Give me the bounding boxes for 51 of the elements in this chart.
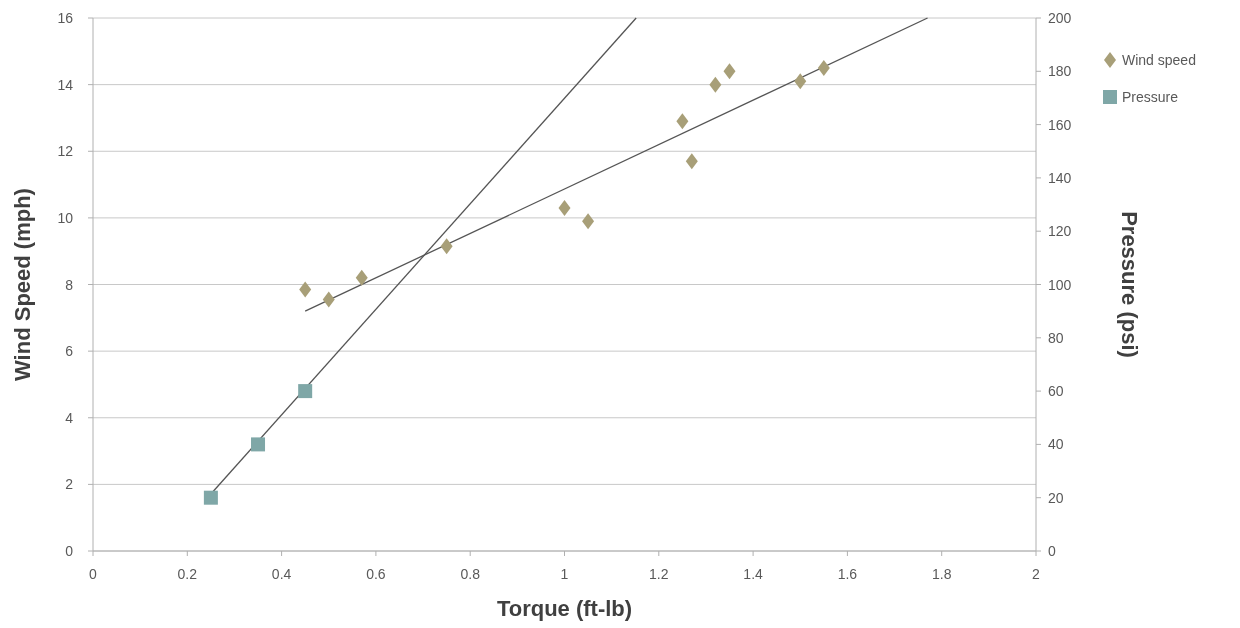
x-tick-label: 1	[560, 566, 569, 582]
y-tick-label: 10	[57, 209, 74, 226]
y-axis-title: Wind Speed (mph)	[10, 188, 35, 381]
x-tick-label: 1.8	[931, 566, 952, 582]
point	[558, 199, 571, 216]
x-axis-title: Torque (ft-lb)	[496, 596, 633, 621]
y2-tick-label: 200	[1048, 10, 1072, 26]
point	[203, 490, 218, 505]
y-tick-label: 14	[57, 76, 74, 93]
y2-tick-label: 20	[1048, 489, 1064, 506]
point	[322, 291, 335, 308]
y-tick-label: 16	[57, 10, 74, 26]
y2-tick-label: 60	[1048, 383, 1064, 400]
x-tick-label: 1.4	[743, 566, 764, 582]
point	[298, 384, 313, 399]
point	[817, 59, 830, 76]
point	[582, 213, 595, 230]
x-tick-label: 0.6	[366, 566, 386, 582]
y2-tick-label: 180	[1048, 63, 1072, 80]
point	[794, 73, 807, 90]
y2-tick-label: 100	[1048, 276, 1072, 293]
y2-tick-label: 40	[1048, 436, 1064, 453]
y2-tick-label: 160	[1048, 116, 1072, 133]
legend-label: Wind speed	[1122, 52, 1196, 68]
x-tick-label: 0	[89, 566, 98, 582]
y2-tick-label: 0	[1048, 543, 1056, 559]
point	[440, 238, 453, 255]
x-tick-label: 1.6	[837, 566, 858, 582]
x-tick-label: 0.4	[271, 566, 292, 582]
y-tick-label: 6	[65, 343, 74, 360]
y2-tick-label: 140	[1048, 169, 1072, 186]
point	[355, 269, 368, 286]
x-tick-label: 0.8	[460, 566, 481, 582]
y-tick-label: 0	[65, 543, 74, 559]
y2-tick-label: 120	[1048, 223, 1072, 240]
legend-label: Pressure	[1122, 89, 1179, 105]
y2-tick-label: 80	[1048, 329, 1064, 346]
y2-axis-title: Pressure (psi)	[1117, 211, 1142, 358]
point	[676, 113, 689, 130]
x-tick-label: 1.2	[649, 566, 669, 582]
y-tick-label: 4	[65, 409, 74, 426]
x-tick-label: 0.2	[177, 566, 198, 582]
point	[723, 63, 736, 80]
y-tick-label: 12	[57, 143, 74, 160]
point	[299, 281, 312, 298]
point	[709, 76, 722, 93]
y-tick-label: 2	[65, 476, 74, 493]
y-tick-label: 8	[65, 276, 74, 293]
x-tick-label: 2	[1032, 566, 1041, 582]
point	[251, 437, 266, 452]
point	[685, 153, 698, 170]
